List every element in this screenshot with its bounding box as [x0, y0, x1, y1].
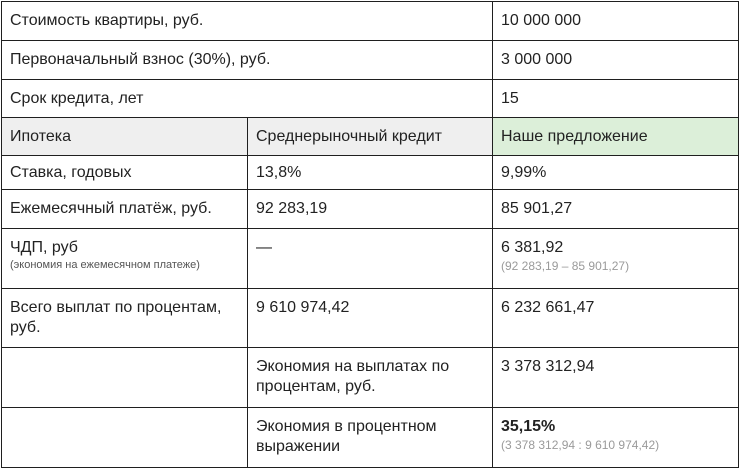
percent-savings-value: 35,15% [501, 418, 556, 435]
down-payment-label: Первоначальный взнос (30%), руб. [1, 40, 493, 80]
header-market-loan: Среднерыночный кредит [247, 117, 493, 156]
loan-term-label: Срок кредита, лет [1, 79, 493, 118]
percent-savings-note: (3 378 312,94 : 9 610 974,42) [501, 438, 660, 452]
table-row: Срок кредита, лет 15 [1, 79, 739, 118]
percent-savings-label: Экономия в процентном выражении [247, 407, 493, 468]
chdp-cell: ЧДП, руб (экономия на ежемесячном платеж… [1, 228, 248, 289]
down-payment-value: 3 000 000 [492, 40, 739, 80]
table-row: ЧДП, руб (экономия на ежемесячном платеж… [1, 228, 739, 289]
table-row: Ставка, годовых 13,8% 9,99% [1, 155, 739, 190]
total-interest-market: 9 610 974,42 [247, 288, 493, 348]
rate-ours: 9,99% [492, 155, 739, 190]
table-row: Ежемесячный платёж, руб. 92 283,19 85 90… [1, 189, 739, 229]
chdp-ours-cell: 6 381,92 (92 283,19 – 85 901,27) [492, 228, 739, 289]
header-mortgage: Ипотека [1, 117, 248, 156]
table-row: Стоимость квартиры, руб. 10 000 000 [1, 1, 739, 41]
chdp-sublabel: (экономия на ежемесячном платеже) [10, 259, 200, 271]
loan-term-value: 15 [492, 79, 739, 118]
total-interest-ours: 6 232 661,47 [492, 288, 739, 348]
table-row: Экономия на выплатах по процентам, руб. … [1, 347, 739, 408]
header-our-offer: Наше предложение [492, 117, 739, 156]
chdp-label: ЧДП, руб [10, 239, 78, 256]
table-header-row: Ипотека Среднерыночный кредит Наше предл… [1, 117, 739, 156]
interest-savings-label: Экономия на выплатах по процентам, руб. [247, 347, 493, 408]
table-row: Экономия в процентном выражении 35,15% (… [1, 407, 739, 468]
chdp-ours: 6 381,92 [501, 239, 564, 256]
table-row: Первоначальный взнос (30%), руб. 3 000 0… [1, 40, 739, 80]
monthly-payment-ours: 85 901,27 [492, 189, 739, 229]
savings-empty-cell [1, 347, 248, 408]
percent-savings-cell: 35,15% (3 378 312,94 : 9 610 974,42) [492, 407, 739, 468]
table-row: Всего выплат по процентам, руб. 9 610 97… [1, 288, 739, 348]
apartment-cost-value: 10 000 000 [492, 1, 739, 41]
chdp-market: — [247, 228, 493, 289]
chdp-ours-note: (92 283,19 – 85 901,27) [501, 259, 630, 273]
rate-market: 13,8% [247, 155, 493, 190]
monthly-payment-label: Ежемесячный платёж, руб. [1, 189, 248, 229]
percent-empty-cell [1, 407, 248, 468]
apartment-cost-label: Стоимость квартиры, руб. [1, 1, 493, 41]
total-interest-label: Всего выплат по процентам, руб. [1, 288, 248, 348]
monthly-payment-market: 92 283,19 [247, 189, 493, 229]
rate-label: Ставка, годовых [1, 155, 248, 190]
interest-savings-value: 3 378 312,94 [492, 347, 739, 408]
